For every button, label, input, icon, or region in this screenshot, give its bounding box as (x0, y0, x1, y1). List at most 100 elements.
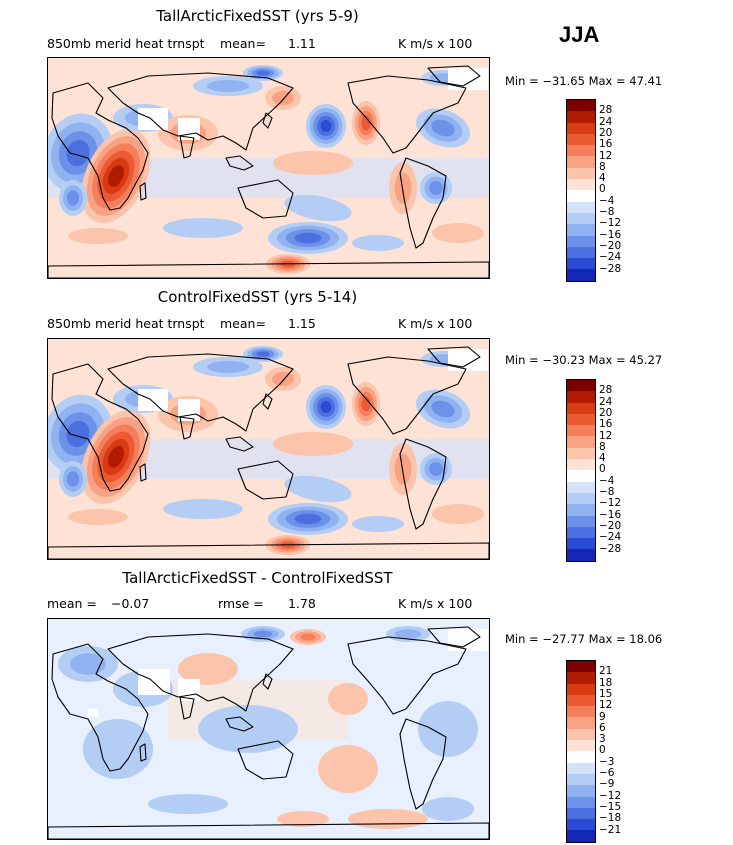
colorbar-swatch (567, 807, 595, 820)
panel-2-units: K m/s x 100 (398, 316, 473, 331)
colorbar-tick-label: 0 (599, 744, 606, 757)
colorbar-swatch (567, 740, 595, 752)
colorbar-swatch (567, 179, 595, 191)
negative-contour (148, 794, 228, 814)
panel-3-title: TallArcticFixedSST - ControlFixedSST (122, 569, 393, 587)
panel-1-map (47, 57, 490, 279)
missing-data-mask (448, 349, 488, 371)
missing-data-mask (178, 679, 200, 701)
missing-data-mask (178, 399, 200, 421)
colorbar-tick-label: −6 (599, 767, 615, 779)
negative-contour (284, 194, 352, 222)
missing-data-mask (138, 108, 168, 130)
colorbar-tick-label: 4 (599, 172, 606, 185)
positive-contour (108, 165, 124, 187)
colorbar-swatch (567, 133, 595, 146)
colorbar-tick-label: −24 (599, 531, 622, 544)
negative-contour (352, 235, 404, 251)
colorbar-tick-label: 24 (599, 395, 613, 408)
positive-contour (300, 633, 316, 641)
panel-3-rmse-label: rmse = (218, 596, 264, 611)
colorbar-swatch (567, 111, 595, 123)
colorbar-swatch (567, 728, 595, 741)
colorbar-tick-label: 21 (599, 665, 613, 678)
panel-2-colorbar: 28 24 20 16 12 8 4 0 −4 −8 −12 −16 −20 −24 −28 (566, 379, 621, 562)
colorbar-tick-label: 0 (599, 463, 606, 476)
negative-contour (253, 630, 273, 638)
negative-contour (66, 420, 90, 448)
positive-contour (432, 223, 484, 243)
positive-contour (273, 151, 353, 175)
negative-contour (67, 190, 79, 206)
coastline (347, 75, 467, 154)
negative-contour (320, 120, 332, 132)
panel-2-min-max: Min = −30.23 Max = 45.27 (505, 353, 663, 367)
colorbar-swatch (567, 235, 595, 247)
coastline (107, 353, 294, 432)
colorbar-tick-label: −24 (599, 251, 622, 264)
colorbar-tick-label: 12 (599, 429, 613, 442)
panel-3-mean-label: mean = (47, 596, 97, 611)
negative-contour (418, 701, 478, 757)
coastline (107, 72, 294, 151)
colorbar-tick-label: −3 (599, 755, 615, 768)
coastline (107, 633, 294, 712)
colorbar-swatch (567, 190, 595, 202)
panel-3-mean-value: −0.07 (111, 596, 150, 611)
panel-1-variable: 850mb merid heat trnspt (47, 36, 205, 51)
positive-contour (277, 811, 329, 827)
coastline (399, 157, 447, 249)
negative-contour (83, 719, 153, 779)
coastline (237, 179, 294, 219)
negative-contour (429, 181, 443, 195)
colorbar-swatch (567, 212, 595, 225)
negative-contour (163, 499, 243, 519)
negative-contour (256, 351, 270, 357)
panel-1-mean-label: mean= (220, 36, 266, 51)
colorbar-swatch (567, 515, 595, 527)
colorbar-swatch (567, 661, 595, 673)
coastline (139, 182, 147, 201)
panel-1-colorbar: 28 24 20 16 12 8 4 0 −4 −8 −12 −16 −20 −24 −28 (566, 99, 621, 282)
colorbar-tick-label: −28 (599, 542, 622, 555)
colorbar-tick-label: −16 (599, 228, 622, 241)
colorbar-tick-label: 18 (599, 676, 613, 689)
coastline (427, 346, 481, 368)
colorbar-tick-label: −8 (599, 486, 615, 498)
colorbar-swatch (567, 402, 595, 414)
colorbar-swatch (567, 481, 595, 493)
colorbar-swatch (567, 224, 595, 236)
colorbar-swatch (567, 672, 595, 684)
positive-contour (272, 90, 294, 106)
coastline (225, 155, 254, 171)
colorbar-swatch (567, 717, 595, 729)
missing-data-mask (448, 68, 488, 90)
colorbar-swatch (567, 201, 595, 213)
panel-1-title: TallArcticFixedSST (yrs 5-9) (156, 7, 359, 25)
colorbar-tick-label: −8 (599, 206, 615, 218)
positive-contour (272, 371, 294, 387)
colorbar-tick-label: −9 (599, 778, 615, 791)
colorbar-tick-label: −21 (599, 823, 622, 836)
colorbar-tick-label: 16 (599, 138, 613, 151)
colorbar-tick-label: 3 (599, 733, 606, 746)
colorbar-swatch (567, 269, 595, 281)
negative-contour (256, 70, 270, 76)
negative-contour (429, 462, 443, 476)
colorbar-tick-label: 28 (599, 384, 613, 397)
coastline (427, 65, 481, 87)
panel-1-mean-value: 1.11 (288, 36, 316, 51)
coastline (48, 261, 489, 278)
colorbar-swatch (567, 796, 595, 808)
coastline (51, 363, 149, 492)
colorbar-swatch (567, 447, 595, 460)
coastline (399, 438, 447, 530)
colorbar-tick-label: −12 (599, 497, 622, 510)
positive-contour (348, 809, 428, 829)
colorbar-tick-label: 9 (599, 710, 606, 723)
colorbar-tick-label: −15 (599, 800, 622, 813)
colorbar-tick-label: −20 (599, 519, 622, 532)
colorbar-tick-label: 4 (599, 452, 606, 465)
colorbar-swatch (567, 819, 595, 831)
panel-2-mean-label: mean= (220, 316, 266, 331)
